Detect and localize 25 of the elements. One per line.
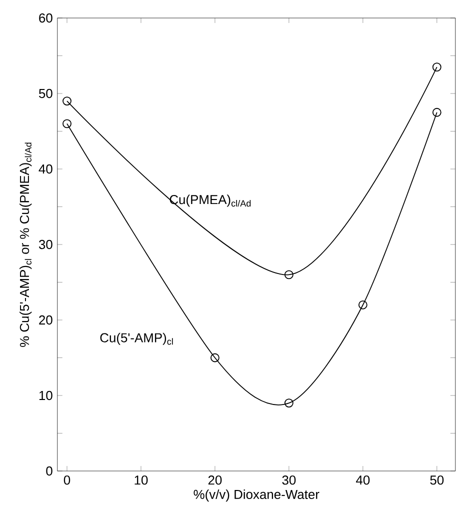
y-tick-label: 10 bbox=[39, 390, 52, 400]
series-label: Cu(PMEA)$_{cl/Ad}$ bbox=[170, 194, 251, 207]
y-tick-label: 0 bbox=[46, 466, 52, 476]
point bbox=[432, 62, 442, 72]
x-tick-label: 20 bbox=[208, 476, 222, 485]
point bbox=[210, 353, 220, 362]
point bbox=[62, 96, 72, 106]
y-tick-label: 50 bbox=[38, 88, 52, 98]
point bbox=[358, 300, 368, 310]
x-tick-label: 40 bbox=[356, 476, 370, 485]
x-axis-title: %(v/v) Dioxane-Water bbox=[194, 490, 320, 502]
y-tick-label: 60 bbox=[39, 13, 52, 23]
point bbox=[284, 398, 294, 408]
point bbox=[432, 108, 442, 117]
y-axis-title: % Cu(5'-AMP)$_{cl}$ or % Cu(PMEA)$_{cl/Ad}$ bbox=[20, 142, 32, 347]
x-tick-label: 0 bbox=[64, 476, 70, 485]
x-tick-label: 50 bbox=[430, 476, 444, 485]
x-tick-label: 30 bbox=[282, 476, 296, 485]
series-label: Cu(5'-AMP)$_{cl}$ bbox=[100, 332, 173, 345]
y-tick-label: 30 bbox=[38, 240, 52, 250]
point bbox=[284, 270, 294, 280]
y-tick-label: 40 bbox=[38, 164, 52, 174]
y-tick-label: 20 bbox=[39, 315, 52, 325]
x-tick-label: 10 bbox=[134, 476, 148, 485]
point bbox=[62, 119, 72, 128]
